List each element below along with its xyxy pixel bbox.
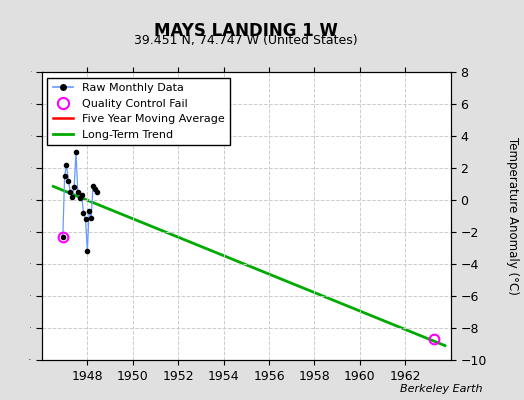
Text: MAYS LANDING 1 W: MAYS LANDING 1 W	[155, 22, 338, 40]
Y-axis label: Temperature Anomaly (°C): Temperature Anomaly (°C)	[506, 137, 519, 295]
Text: Berkeley Earth: Berkeley Earth	[400, 384, 482, 394]
Legend: Raw Monthly Data, Quality Control Fail, Five Year Moving Average, Long-Term Tren: Raw Monthly Data, Quality Control Fail, …	[48, 78, 230, 145]
Text: 39.451 N, 74.747 W (United States): 39.451 N, 74.747 W (United States)	[135, 34, 358, 47]
